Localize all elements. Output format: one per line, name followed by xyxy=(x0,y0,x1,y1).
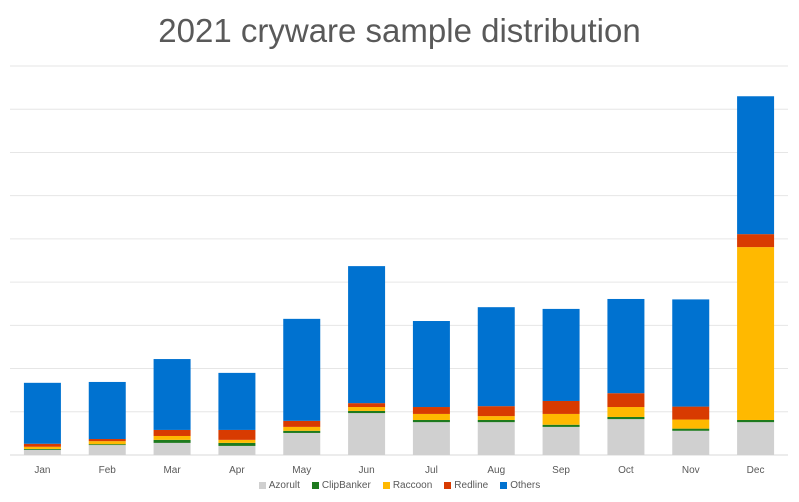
bar-azorult-jan xyxy=(23,449,61,455)
bar-clipbanker-apr xyxy=(218,442,256,446)
bar-redline-sep xyxy=(542,400,580,414)
bar-clipbanker-aug xyxy=(477,419,515,423)
legend-item-raccoon: Raccoon xyxy=(382,480,433,491)
bar-others-jan xyxy=(23,382,61,444)
bar-redline-jan xyxy=(23,443,61,447)
bar-clipbanker-may xyxy=(283,430,321,433)
x-tick-label: Mar xyxy=(163,465,181,476)
bar-redline-nov xyxy=(672,406,710,420)
x-tick-label: Apr xyxy=(229,465,245,476)
x-tick-label: Feb xyxy=(99,465,117,476)
bar-clipbanker-feb xyxy=(88,444,126,446)
bar-others-oct xyxy=(607,298,645,394)
legend-item-redline: Redline xyxy=(444,480,488,491)
bar-redline-mar xyxy=(153,429,191,436)
bar-others-jul xyxy=(412,321,450,408)
bar-azorult-mar xyxy=(153,442,191,455)
bar-azorult-aug xyxy=(477,422,515,455)
bar-redline-oct xyxy=(607,393,645,408)
bar-azorult-jul xyxy=(412,422,450,455)
legend-swatch xyxy=(444,482,452,489)
x-tick-label: Jan xyxy=(34,465,50,476)
x-tick-label: Jul xyxy=(425,465,438,476)
bar-others-apr xyxy=(218,372,256,430)
bar-others-may xyxy=(283,318,321,421)
x-tick-label: Sep xyxy=(552,465,570,476)
bar-redline-jul xyxy=(412,407,450,414)
bar-redline-jun xyxy=(348,403,386,408)
bar-raccoon-feb xyxy=(88,441,126,445)
bar-others-sep xyxy=(542,308,580,401)
bar-clipbanker-jun xyxy=(348,410,386,414)
bar-clipbanker-dec xyxy=(737,419,775,423)
chart-title: 2021 cryware sample distribution xyxy=(158,12,641,49)
legend: Azorult ClipBanker Raccoon Redline Others xyxy=(0,480,799,491)
legend-item-azorult: Azorult xyxy=(258,480,300,491)
bar-raccoon-oct xyxy=(607,407,645,417)
x-tick-label: Aug xyxy=(487,465,505,476)
bar-azorult-may xyxy=(283,432,321,455)
bar-clipbanker-oct xyxy=(607,416,645,420)
bar-azorult-apr xyxy=(218,445,256,455)
legend-item-others: Others xyxy=(500,480,540,491)
x-tick-label: Dec xyxy=(747,465,765,476)
x-tick-label: May xyxy=(292,465,311,476)
bar-raccoon-mar xyxy=(153,435,191,440)
legend-swatch xyxy=(311,482,319,489)
bar-azorult-feb xyxy=(88,445,126,455)
bar-raccoon-jul xyxy=(412,413,450,420)
bar-redline-dec xyxy=(737,234,775,248)
bar-clipbanker-nov xyxy=(672,428,710,431)
bar-others-mar xyxy=(153,359,191,430)
legend-label: Azorult xyxy=(268,480,300,491)
legend-label: Raccoon xyxy=(392,480,433,491)
bar-raccoon-aug xyxy=(477,416,515,420)
bar-clipbanker-jul xyxy=(412,419,450,423)
bar-raccoon-apr xyxy=(218,439,256,443)
bar-azorult-sep xyxy=(542,426,580,455)
bar-raccoon-dec xyxy=(737,247,775,420)
legend-label: Others xyxy=(510,480,541,491)
bar-raccoon-sep xyxy=(542,413,580,425)
bar-others-jun xyxy=(348,266,386,404)
bar-others-nov xyxy=(672,299,710,407)
bar-clipbanker-sep xyxy=(542,424,580,427)
bar-redline-may xyxy=(283,420,321,427)
x-tick-label: Jun xyxy=(359,465,375,476)
bar-raccoon-jun xyxy=(348,407,386,411)
legend-item-clipbanker: ClipBanker xyxy=(311,480,371,491)
legend-swatch xyxy=(500,482,508,489)
x-tick-label: Nov xyxy=(682,465,700,476)
bar-redline-apr xyxy=(218,429,256,440)
legend-label: ClipBanker xyxy=(321,480,371,491)
bar-redline-aug xyxy=(477,406,515,417)
bar-azorult-nov xyxy=(672,430,710,455)
bar-others-aug xyxy=(477,307,515,407)
bar-azorult-jun xyxy=(348,413,386,455)
bar-others-feb xyxy=(88,381,126,440)
bar-others-dec xyxy=(737,96,775,235)
legend-swatch xyxy=(258,482,266,489)
legend-swatch xyxy=(382,482,390,489)
bar-clipbanker-mar xyxy=(153,439,191,443)
bar-azorult-oct xyxy=(607,419,645,455)
bar-redline-feb xyxy=(88,439,126,442)
bar-raccoon-may xyxy=(283,426,321,431)
legend-label: Redline xyxy=(454,480,489,491)
x-tick-label: Oct xyxy=(618,465,634,476)
bar-raccoon-jan xyxy=(23,446,61,449)
bar-clipbanker-jan xyxy=(23,448,61,450)
bar-azorult-dec xyxy=(737,422,775,455)
bar-raccoon-nov xyxy=(672,419,710,429)
